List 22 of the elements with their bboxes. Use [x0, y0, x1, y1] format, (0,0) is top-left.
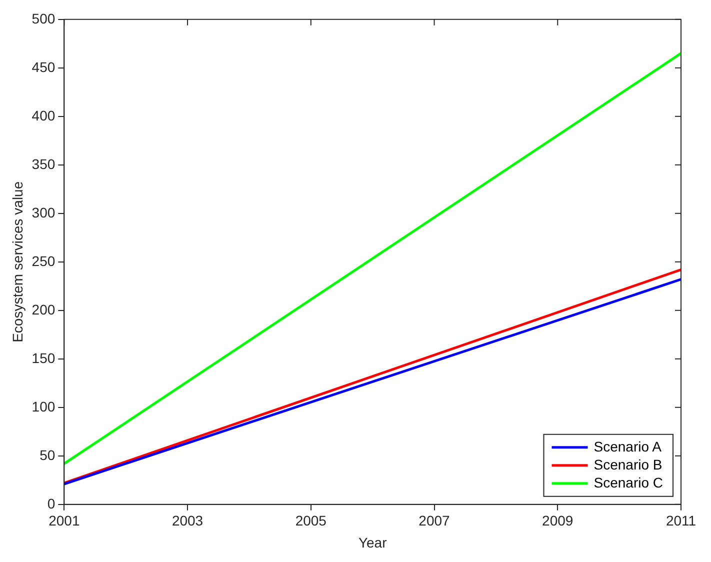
x-tick-label: 2005 [295, 512, 327, 529]
y-tick-label: 350 [32, 156, 56, 172]
y-tick-label: 0 [47, 495, 56, 512]
legend-label: Scenario B [594, 456, 662, 472]
y-tick-label: 150 [32, 350, 56, 366]
x-tick-label: 2009 [542, 512, 574, 529]
y-tick-label: 500 [32, 10, 56, 26]
y-tick-label: 300 [32, 204, 56, 220]
x-axis-title: Year [358, 534, 388, 550]
x-tick-label: 2001 [48, 512, 80, 529]
y-axis-title: Ecosystem services value [9, 181, 26, 342]
y-tick-label: 200 [32, 301, 56, 318]
y-tick-label: 400 [32, 107, 56, 124]
y-tick-label: 50 [40, 446, 56, 463]
legend-label: Scenario C [594, 474, 664, 490]
y-tick-label: 250 [32, 252, 56, 269]
legend-label: Scenario A [594, 438, 662, 454]
y-tick-label: 100 [32, 398, 56, 414]
x-tick-label: 2011 [666, 512, 696, 529]
y-tick-label: 450 [32, 58, 56, 75]
x-tick-label: 2003 [172, 512, 204, 529]
x-tick-label: 2007 [418, 512, 450, 529]
